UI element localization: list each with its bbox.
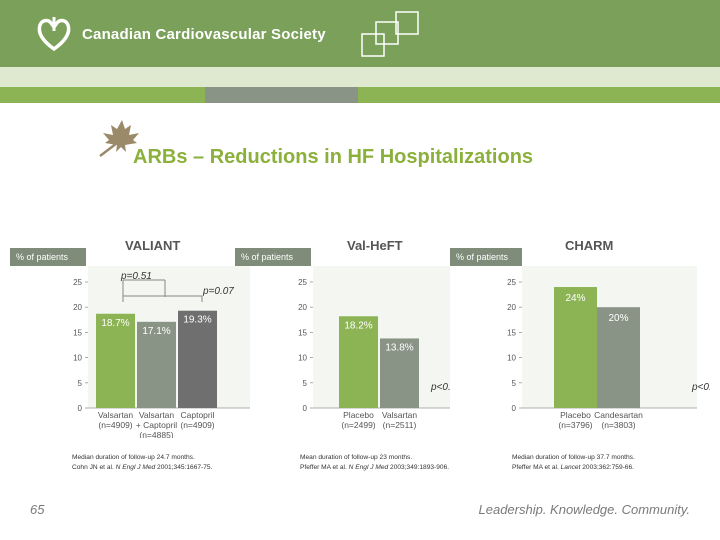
y-tick-label: 5 [512,379,517,388]
category-label: Captopril [180,410,214,420]
p-value-annotation: p=0.07 [202,286,234,297]
bar [96,313,135,408]
y-tick-label: 15 [507,328,516,337]
category-label: Candesartan [594,410,643,420]
reference-note: Median duration of follow-up 37.7 months… [512,454,635,471]
category-label: Placebo [560,410,591,420]
bar [597,307,640,408]
category-label: (n=4909) [98,420,132,430]
y-tick-label: 20 [73,303,82,312]
bar [380,338,419,408]
header-strip-gray [205,87,358,103]
y-tick-label: 5 [78,379,83,388]
category-label: (n=2499) [341,420,375,430]
y-tick-label: 25 [298,278,307,287]
header-strip-green-right [358,87,720,103]
y-tick-label: 10 [73,354,82,363]
maple-leaf-icon [99,120,139,157]
y-axis-label: % of patients [235,248,311,266]
y-tick-label: 15 [298,328,307,337]
squares-logo-icon [361,11,419,57]
category-label: (n=3803) [601,420,635,430]
bar-value-label: 19.3% [183,315,211,326]
category-label: (n=2511) [383,420,417,430]
chart-panel-charm: % of patients CHARM p<0.0001 0 5 10 15 20 25 2… [450,228,710,438]
bar-value-label: 24% [565,293,585,304]
chart-title: Val-HeFT [347,238,403,253]
bar [137,321,176,408]
slide-title: ARBs – Reductions in HF Hospitalizations [133,146,534,168]
ccs-heart-logo-icon [37,17,71,52]
bar [339,316,378,408]
bar-value-label: 17.1% [142,326,170,337]
category-label: Valsartan [98,410,134,420]
p-value-annotation: p<0.0001 [691,382,710,393]
bar [178,310,217,408]
p-value-annotation: p=0.51 [120,271,152,282]
y-tick-label: 0 [512,404,517,413]
y-tick-label: 25 [507,278,516,287]
y-tick-label: 0 [78,404,83,413]
chart-panel-valiant: % of patients VALIANT p=0.51 p=0.07 0 5 10… [10,228,250,438]
header-strip-green-left [0,87,205,103]
bar-value-label: 18.7% [101,318,129,329]
header-strip-light [0,67,720,87]
organization-name: Canadian Cardiovascular Society [82,26,326,43]
header-band: Canadian Cardiovascular Society [0,0,720,67]
category-label: (n=3796) [558,420,592,430]
y-tick-label: 25 [73,278,82,287]
y-tick-label: 10 [507,354,516,363]
bar [554,287,597,408]
chart-title: VALIANT [125,238,181,253]
y-axis-label: % of patients [450,248,522,266]
category-label: (n=4909) [180,420,214,430]
y-tick-label: 5 [303,379,308,388]
category-label: Placebo [343,410,374,420]
chart-panel-val-heft: % of patients Val-HeFT p<0.001 0 5 10 15 20 2… [235,228,450,438]
category-label: (n=4885) [139,430,173,438]
page-number: 65 [30,502,45,517]
reference-note: Mean duration of follow-up 23 months. Pf… [300,454,450,471]
y-tick-label: 15 [73,328,82,337]
y-tick-label: 10 [298,354,307,363]
reference-note: Median duration of follow-up 24.7 months… [72,454,213,471]
bar-value-label: 18.2% [344,320,372,331]
bar-value-label: 13.8% [385,342,413,353]
bar-value-label: 20% [608,313,628,324]
category-label: Valsartan [382,410,418,420]
category-label: Valsartan [139,410,175,420]
chart-title: CHARM [565,238,614,253]
category-label: + Captopril [136,420,177,430]
y-axis-label: % of patients [10,248,86,266]
y-tick-label: 20 [507,303,516,312]
p-value-annotation: p<0.001 [430,382,450,393]
y-tick-label: 0 [303,404,308,413]
y-tick-label: 20 [298,303,307,312]
footer-tagline: Leadership. Knowledge. Community. [478,502,691,517]
